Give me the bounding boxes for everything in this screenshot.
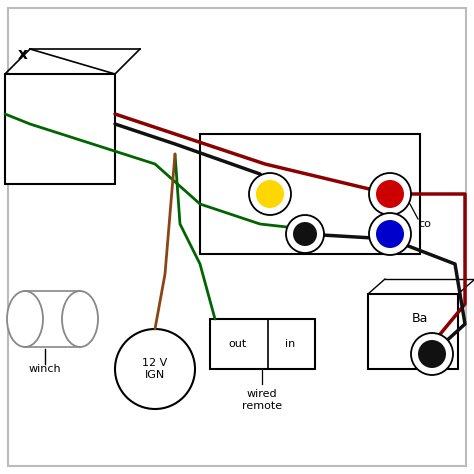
Circle shape	[286, 215, 324, 253]
Circle shape	[293, 222, 317, 246]
Bar	[5, 74, 115, 184]
Circle shape	[249, 173, 291, 215]
Text: winch: winch	[29, 364, 61, 374]
Ellipse shape	[7, 291, 43, 347]
Bar	[368, 294, 458, 369]
Bar	[210, 319, 315, 369]
Ellipse shape	[62, 291, 98, 347]
Circle shape	[369, 173, 411, 215]
Circle shape	[376, 180, 404, 208]
Text: in: in	[285, 339, 295, 349]
Circle shape	[376, 220, 404, 248]
Circle shape	[369, 213, 411, 255]
Bar	[200, 134, 420, 254]
Text: wired
remote: wired remote	[242, 389, 282, 410]
Circle shape	[115, 329, 195, 409]
Text: out: out	[229, 339, 247, 349]
Circle shape	[256, 180, 284, 208]
Text: x: x	[18, 46, 28, 62]
Text: Ba: Ba	[412, 312, 428, 326]
Text: co: co	[418, 219, 431, 229]
Text: 12 V
IGN: 12 V IGN	[142, 358, 168, 380]
Circle shape	[418, 340, 446, 368]
Circle shape	[411, 333, 453, 375]
